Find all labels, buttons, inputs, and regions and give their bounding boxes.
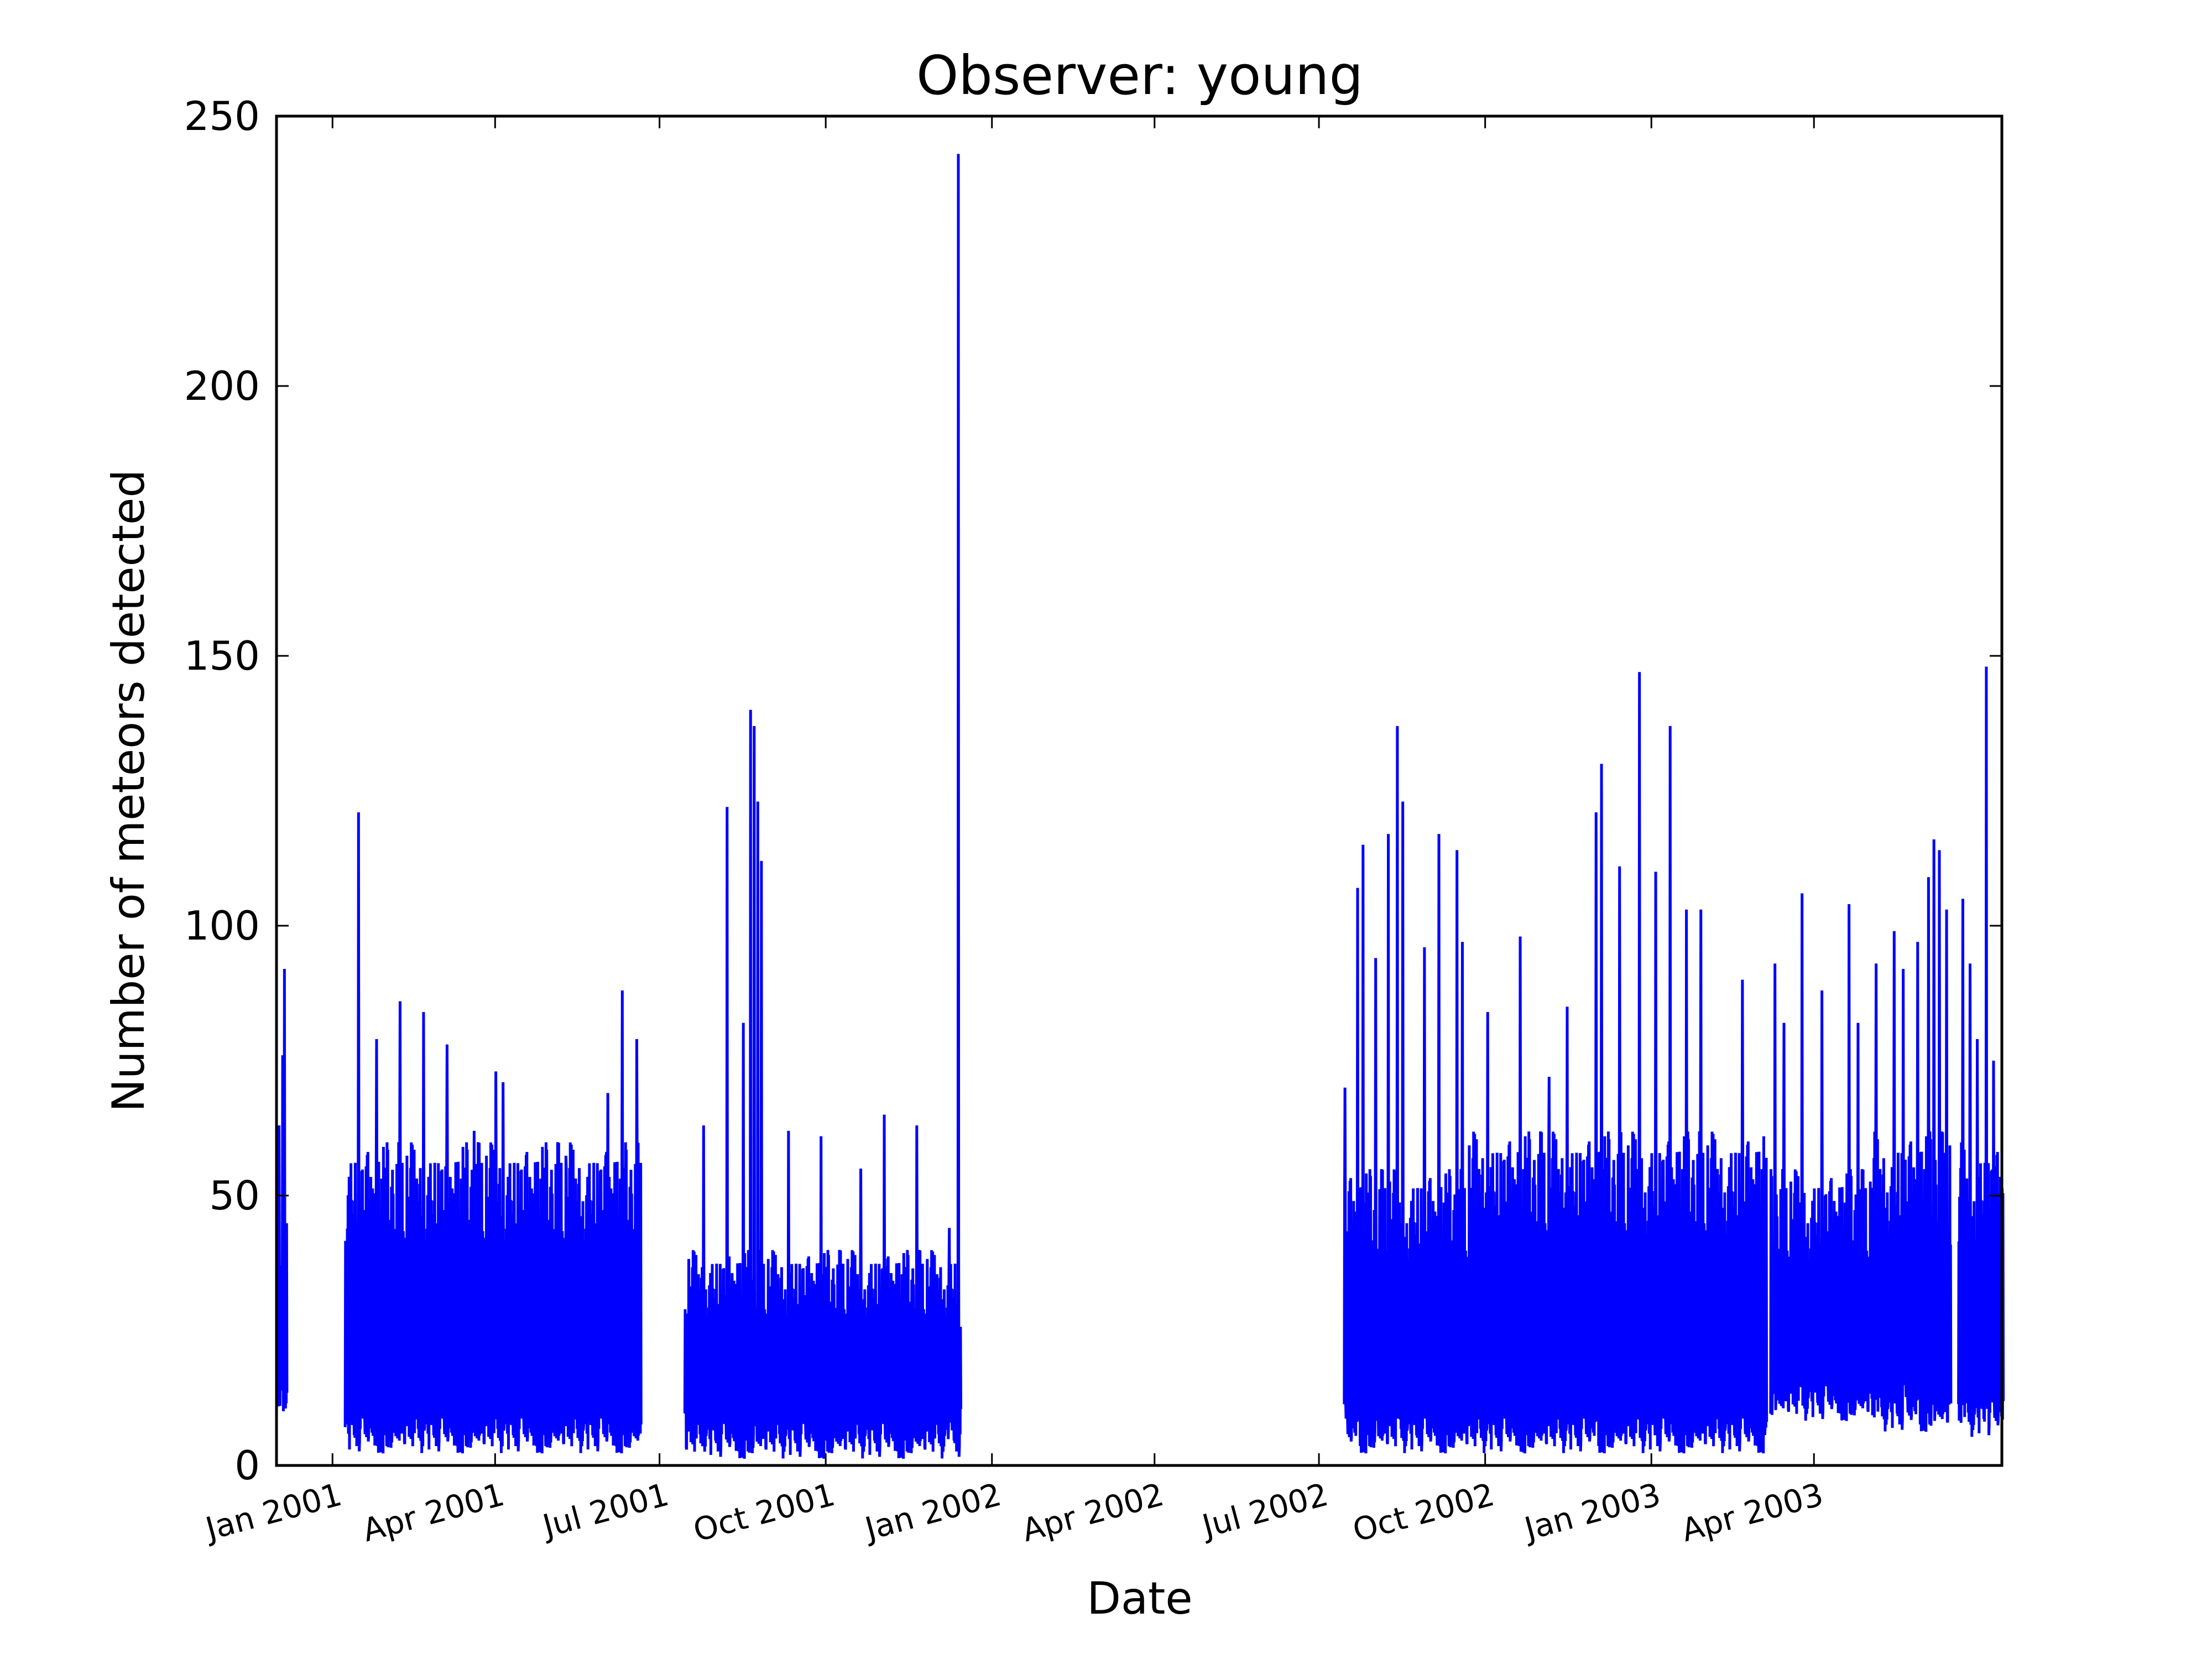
series-meteor-counts	[275, 154, 2005, 1459]
series-segment-7	[1957, 666, 2005, 1437]
series-segment-2	[683, 154, 963, 1459]
chart-title: Observer: young	[916, 44, 1363, 107]
series-segment-6	[1870, 839, 1953, 1432]
series-segment-3	[1343, 726, 1470, 1454]
series-segment-1	[343, 812, 643, 1454]
y-tick-label-150: 150	[184, 633, 260, 679]
y-axis: 0 50 100 150 200 250	[184, 93, 2002, 1489]
y-tick-label-0: 0	[234, 1442, 260, 1489]
x-axis-label: Date	[1087, 1573, 1192, 1624]
series-segment-4	[1467, 672, 1768, 1454]
plot-area	[275, 114, 2005, 1467]
series-segment-5	[1769, 893, 1873, 1421]
y-tick-label-250: 250	[184, 93, 260, 139]
y-tick-label-100: 100	[184, 902, 260, 949]
y-tick-label-200: 200	[184, 363, 260, 409]
plot-frame	[275, 114, 2004, 1467]
series-segment-0	[275, 969, 289, 1412]
y-axis-label: Number of meteors detected	[103, 469, 154, 1112]
y-tick-label-50: 50	[209, 1172, 260, 1219]
